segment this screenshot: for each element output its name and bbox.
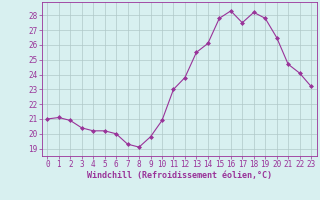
- X-axis label: Windchill (Refroidissement éolien,°C): Windchill (Refroidissement éolien,°C): [87, 171, 272, 180]
